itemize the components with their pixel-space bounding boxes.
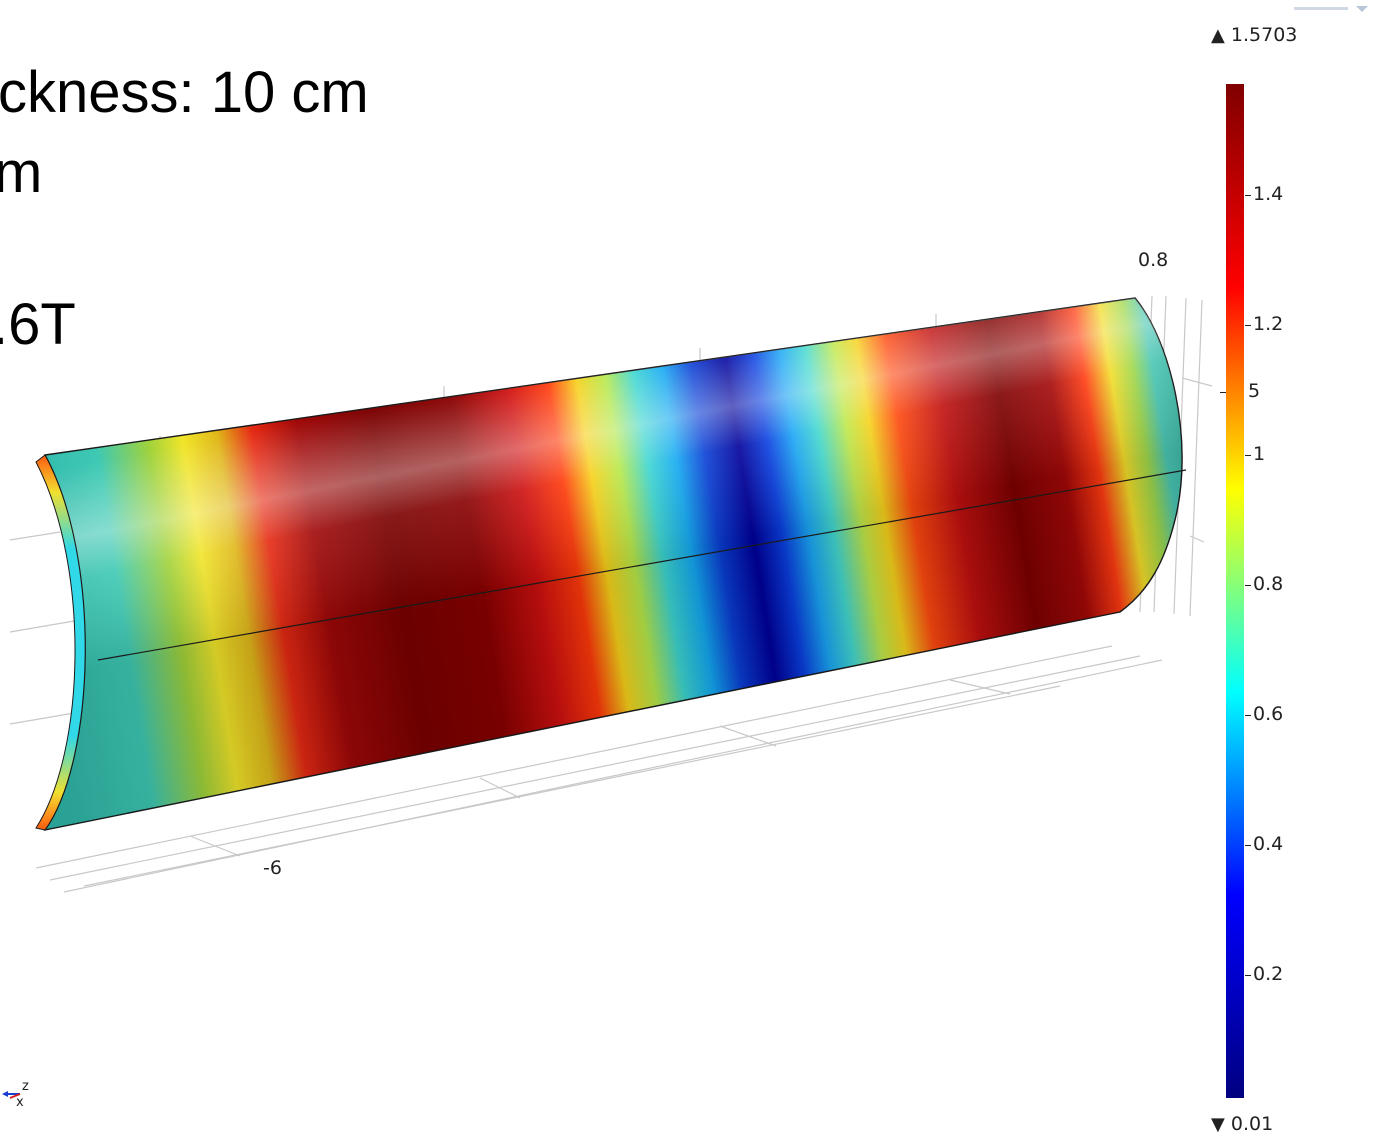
colorbar-tick [1245, 715, 1251, 716]
colorbar-tick-label: 1.4 [1253, 183, 1284, 205]
multiphysics-logo [1294, 6, 1368, 12]
colorbar-tick-label: 0.6 [1253, 703, 1284, 725]
colorbar-tick [1245, 845, 1251, 846]
axis-triad-icon: z x [2, 1079, 29, 1110]
svg-text:x: x [16, 1095, 24, 1110]
axis-label-bottom: -6 [263, 857, 282, 879]
colorbar-tick-label: 0.4 [1253, 833, 1284, 855]
colorbar-tick-label: 0.8 [1253, 573, 1284, 595]
colorbar-tick-label: 1.2 [1253, 313, 1284, 335]
axis-label-top: 0.8 [1138, 249, 1169, 271]
colorbar-tick-label: 1 [1253, 443, 1266, 465]
colorbar-gradient [1226, 84, 1244, 1098]
colorbar-tick-label: 0.2 [1253, 963, 1284, 985]
colorbar-extra-label: 5 [1248, 380, 1261, 402]
unit-text: m [0, 140, 43, 205]
colorbar-extra-tick [1220, 392, 1226, 393]
svg-text:z: z [22, 1079, 29, 1094]
colorbar-min: ▼ 0.01 [1211, 1113, 1274, 1135]
colorbar-max: ▲ 1.5703 [1211, 24, 1298, 46]
field-text: .6T [0, 292, 76, 357]
shell-edge [35, 454, 86, 831]
colorbar-tick [1245, 975, 1251, 976]
colorbar-tick [1245, 325, 1251, 326]
colorbar-tick [1245, 195, 1251, 196]
thickness-text: ckness: 10 cm [0, 60, 369, 125]
colorbar-tick [1245, 455, 1251, 456]
seam-line [97, 469, 1187, 661]
colorbar-tick [1245, 585, 1251, 586]
